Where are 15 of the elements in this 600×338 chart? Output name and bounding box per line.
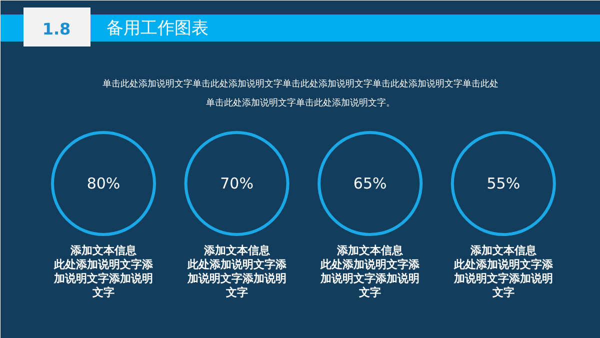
category-label: 添加文本信息 — [336, 244, 404, 257]
text: 此处添加说明文字添加说明文字添加说明文字 — [320, 258, 420, 299]
category-label: 添加文本信息 — [202, 244, 271, 257]
text: 1.8 — [42, 20, 71, 38]
data-label: 55% — [486, 174, 520, 192]
text: 此处添加说明文字添加说明文字添加说明文字 — [452, 258, 553, 299]
text: 备用工作图表 — [106, 18, 208, 38]
data-label: 80% — [86, 174, 120, 192]
text: 此处添加说明文字添加说明文字添加说明文字 — [186, 258, 286, 299]
category-label: 添加文本信息 — [70, 244, 138, 257]
text: 此处添加说明文字添加说明文字添加说明文字 — [53, 258, 153, 299]
category-label: 添加文本信息 — [469, 244, 538, 257]
text: 单击此处添加说明文字单击此处添加说明文字单击此处添加说明文字单击此处添加说明文字单击此处单击此处添加说明文字单击此处添加说明文字。 — [102, 78, 498, 108]
data-label: 65% — [353, 174, 387, 192]
data-label: 70% — [220, 174, 254, 192]
